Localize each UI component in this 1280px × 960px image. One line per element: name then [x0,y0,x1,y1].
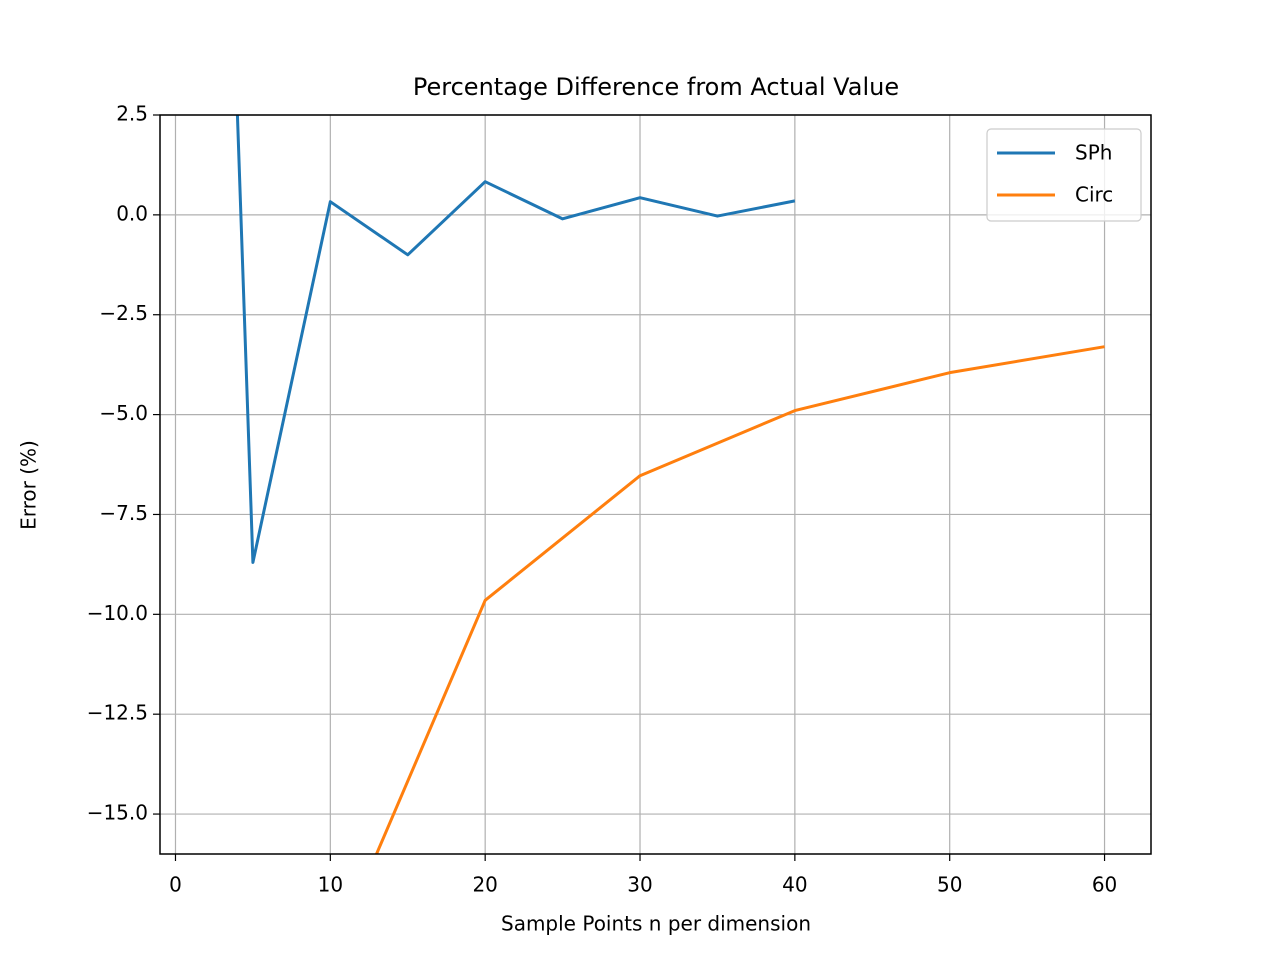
x-tick-label: 30 [627,873,652,897]
ticks: 0 10 20 30 40 50 60 −15.0 −12.5 −10.0 −7.5 −5.0 −2.5… [87,102,1118,897]
x-tick-label: 20 [472,873,497,897]
y-tick-label: −2.5 [99,301,148,325]
y-tick-label: −15.0 [87,801,148,825]
x-tick-label: 0 [169,873,182,897]
y-tick-label: −10.0 [87,601,148,625]
y-tick-label: −5.0 [99,401,148,425]
y-axis-label: Error (%) [17,440,41,530]
x-axis-label: Sample Points n per dimension [501,912,811,936]
chart-title: Percentage Difference from Actual Value [413,73,899,101]
x-tick-label: 60 [1092,873,1117,897]
y-tick-label: 0.0 [116,201,148,225]
legend-label: Circ [1075,183,1113,207]
y-tick-label: −7.5 [99,501,148,525]
y-tick-label: 2.5 [116,102,148,126]
legend: SPh Circ [986,128,1142,222]
x-tick-label: 50 [937,873,962,897]
legend-box [986,128,1142,222]
series-line [235,115,796,564]
plot-frame [159,114,1152,855]
x-tick-label: 10 [318,873,343,897]
y-tick-label: −12.5 [87,701,148,725]
legend-label: SPh [1075,141,1112,165]
plot-lines [235,115,1105,854]
series-line [374,345,1105,854]
x-tick-label: 40 [782,873,807,897]
